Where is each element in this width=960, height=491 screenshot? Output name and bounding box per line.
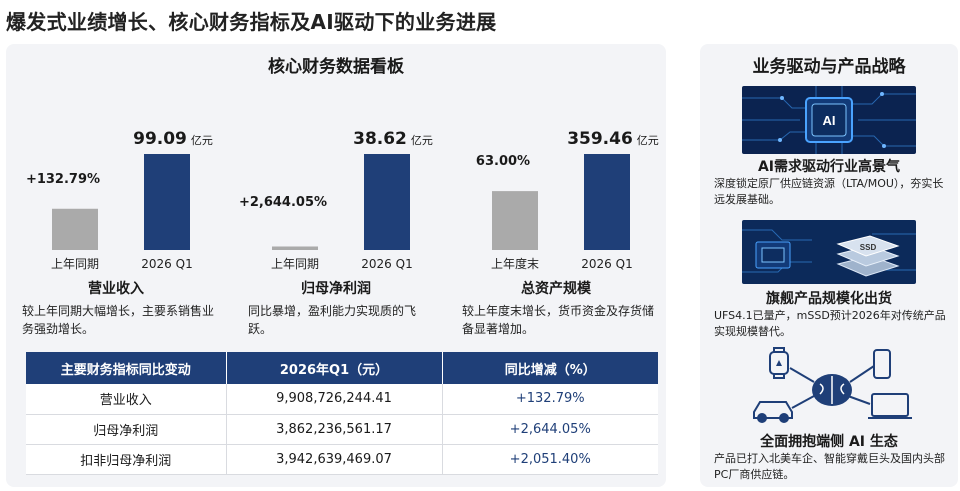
strategy-title: 业务驱动与产品战略 [752,57,906,77]
total-assets-bar-chart: 上年度末 2026 Q1 359.46 亿元 63.00% [476,129,659,271]
revenue-bar-chart: 上年同期 2026 Q1 99.09 亿元 +132.79% [26,129,213,271]
chart-change-annotation: 63.00% [476,154,530,169]
chart-value-label: 38.62 亿元 [353,129,433,149]
table-row: 归母净利润 3,862,236,561.17 +2,644.05% [26,414,658,445]
chart-bar [144,154,190,250]
table-cell-metric: 营业收入 [26,384,226,415]
financial-table: 主要财务指标同比变动 2026年Q1（元） 同比增减（%） 营业收入 9,908… [26,352,658,475]
table-header-row: 主要财务指标同比变动 2026年Q1（元） 同比增减（%） [26,352,658,384]
chart-category-label: 上年同期 [271,257,319,271]
revenue-metric-name: 营业收入 [88,281,144,297]
total-assets-metric-name: 总资产规模 [521,281,591,297]
net-profit-chart: 上年同期 2026 Q1 38.62 亿元 +2,644.05% 归母净利润 同比暴增，… [226,44,446,344]
net-profit-bar-chart: 上年同期 2026 Q1 38.62 亿元 +2,644.05% [239,129,433,271]
edge-ai-title: 全面拥抱端侧 AI 生态 [760,434,898,450]
net-profit-metric-name: 归母净利润 [301,281,371,297]
table-row: 扣非归母净利润 3,942,639,469.07 +2,051.40% [26,444,658,475]
total-assets-chart: 上年度末 2026 Q1 359.46 亿元 63.00% 总资产规模 较上年度末增长，… [446,44,666,344]
chart-bar [364,154,410,250]
total-assets-description: 较上年度末增长，货币资金及存货储备显著增加。 [462,304,655,336]
chart-category-label: 上年同期 [51,257,99,271]
ai-ecosystem-icon [740,346,920,428]
table-header-metric: 主要财务指标同比变动 [26,352,226,384]
ai-chip-label: AI [823,113,836,128]
revenue-description: 较上年同期大幅增长，主要系销售业务强劲增长。 [22,304,215,336]
chart-value-label: 359.46 亿元 [567,129,659,149]
chart-category-label: 2026 Q1 [361,257,412,271]
table-cell-change: +2,051.40% [441,444,658,475]
ssd-icon: SSD [742,220,916,284]
table-header-value: 2026年Q1（元） [225,352,442,384]
table-cell-value: 3,862,236,561.17 [225,414,442,445]
edge-ai-description: 产品已打入北美车企、智能穿戴巨头及国内头部PC厂商供应链。 [714,452,945,481]
table-header-change: 同比增减（%） [441,352,658,384]
chart-bar [584,154,630,250]
chart-category-label: 2026 Q1 [141,257,192,271]
chart-value-label: 99.09 亿元 [133,129,213,149]
ai-demand-description: 深度锁定原厂供应链资源（LTA/MOU），夯实长远发展基础。 [714,177,944,206]
page-title: 爆发式业绩增长、核心财务指标及AI驱动下的业务进展 [6,10,497,34]
table-cell-metric: 归母净利润 [26,414,226,445]
ai-chip-icon: AI [742,86,916,154]
table-cell-metric: 扣非归母净利润 [26,444,226,475]
dashboard-title: 核心财务数据看板 [268,57,404,77]
flagship-description: UFS4.1已量产，mSSD预计2026年对传统产品实现规模替代。 [714,309,946,338]
chart-bar [52,208,98,250]
chart-change-annotation: +2,644.05% [239,195,327,210]
net-profit-description: 同比暴增，盈利能力实现质的飞跃。 [248,304,417,336]
financial-dashboard-panel: 核心财务数据看板 上年同期 2026 Q1 99.09 亿元 +132.79% 营业收入… [6,44,666,487]
ai-demand-title: AI需求驱动行业高景气 [757,159,901,175]
chart-change-annotation: +132.79% [26,172,100,187]
chart-category-label: 2026 Q1 [581,257,632,271]
chart-bar [492,191,538,250]
table-row: 营业收入 9,908,726,244.41 +132.79% [26,384,658,415]
flagship-title: 旗舰产品规模化出货 [766,291,892,307]
table-cell-change: +2,644.05% [441,414,658,445]
table-cell-value: 3,942,639,469.07 [225,444,442,475]
table-cell-value: 9,908,726,244.41 [225,384,442,415]
table-cell-change: +132.79% [441,384,658,415]
ssd-label: SSD [860,243,877,252]
revenue-chart: 上年同期 2026 Q1 99.09 亿元 +132.79% 营业收入 较上年同期大幅增… [6,44,226,344]
chart-category-label: 上年度末 [491,256,539,271]
strategy-panel: 业务驱动与产品战略 AI AI需求驱动行业高景气 深度锁定原厂供应链资源（LTA… [700,44,958,487]
chart-bar [272,246,318,250]
